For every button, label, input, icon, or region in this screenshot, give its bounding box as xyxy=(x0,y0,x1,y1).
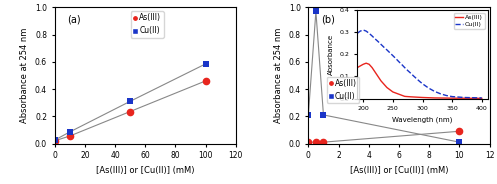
Legend: As(III), Cu(II): As(III), Cu(II) xyxy=(327,77,359,103)
Text: (b): (b) xyxy=(321,14,335,24)
Legend: As(III), Cu(II): As(III), Cu(II) xyxy=(131,11,164,38)
Y-axis label: Absorbance at 254 nm: Absorbance at 254 nm xyxy=(274,28,283,123)
X-axis label: [As(III)] or [Cu(II)] (mM): [As(III)] or [Cu(II)] (mM) xyxy=(96,166,194,175)
Text: (a): (a) xyxy=(68,14,81,24)
Y-axis label: Absorbance at 254 nm: Absorbance at 254 nm xyxy=(20,28,29,123)
X-axis label: [As(III)] or [Cu(II)] (mM): [As(III)] or [Cu(II)] (mM) xyxy=(350,166,448,175)
